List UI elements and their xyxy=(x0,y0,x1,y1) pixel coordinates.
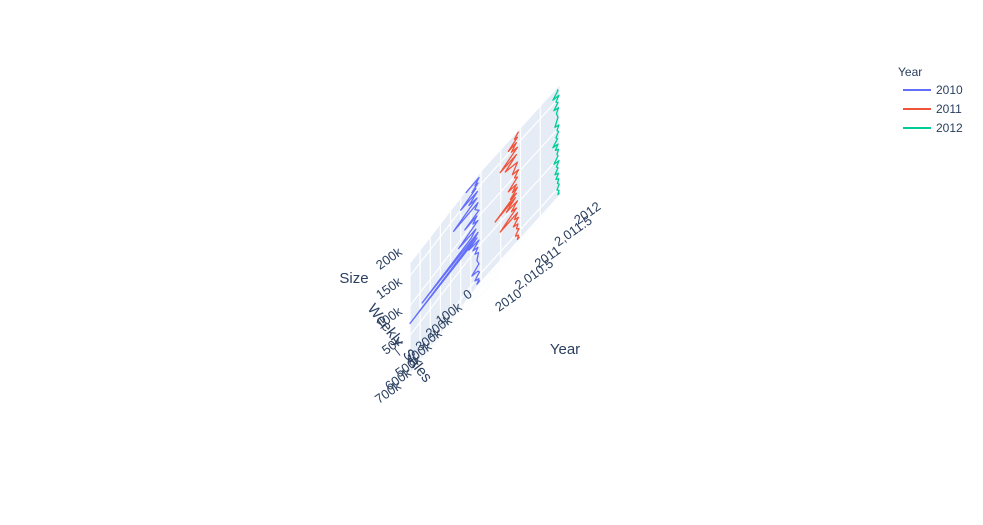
series-line-2011 xyxy=(494,131,521,241)
gridline-z-back xyxy=(480,126,561,215)
legend-label-2010: 2010 xyxy=(936,83,963,97)
legend-label-2012: 2012 xyxy=(936,121,963,135)
gridline-y-floor xyxy=(488,194,561,288)
z-axis-title: Size xyxy=(339,270,368,287)
gridline-z-back xyxy=(480,96,561,185)
legend: Year 2010 2011 2012 xyxy=(898,65,963,135)
gridline-z-back xyxy=(480,155,561,244)
y-axis-title: Year xyxy=(550,341,580,358)
gridline-y-floor xyxy=(449,238,521,331)
z-tick-label: 150k xyxy=(373,274,405,303)
gridline-y-floor xyxy=(468,216,541,310)
series-line-2010 xyxy=(409,176,481,325)
series-line-2012 xyxy=(552,89,561,196)
z-tick-label: 200k xyxy=(373,244,405,273)
gridline-y-floor xyxy=(409,281,482,375)
gridline-y-floor xyxy=(429,259,502,353)
gridline-z-side xyxy=(409,213,482,306)
gridline-z-side xyxy=(409,242,482,336)
gridline-z-side xyxy=(409,272,482,366)
legend-title: Year xyxy=(898,65,922,79)
legend-label-2011: 2011 xyxy=(936,102,962,116)
data-traces xyxy=(409,89,561,325)
gridline-z-back xyxy=(480,185,561,274)
